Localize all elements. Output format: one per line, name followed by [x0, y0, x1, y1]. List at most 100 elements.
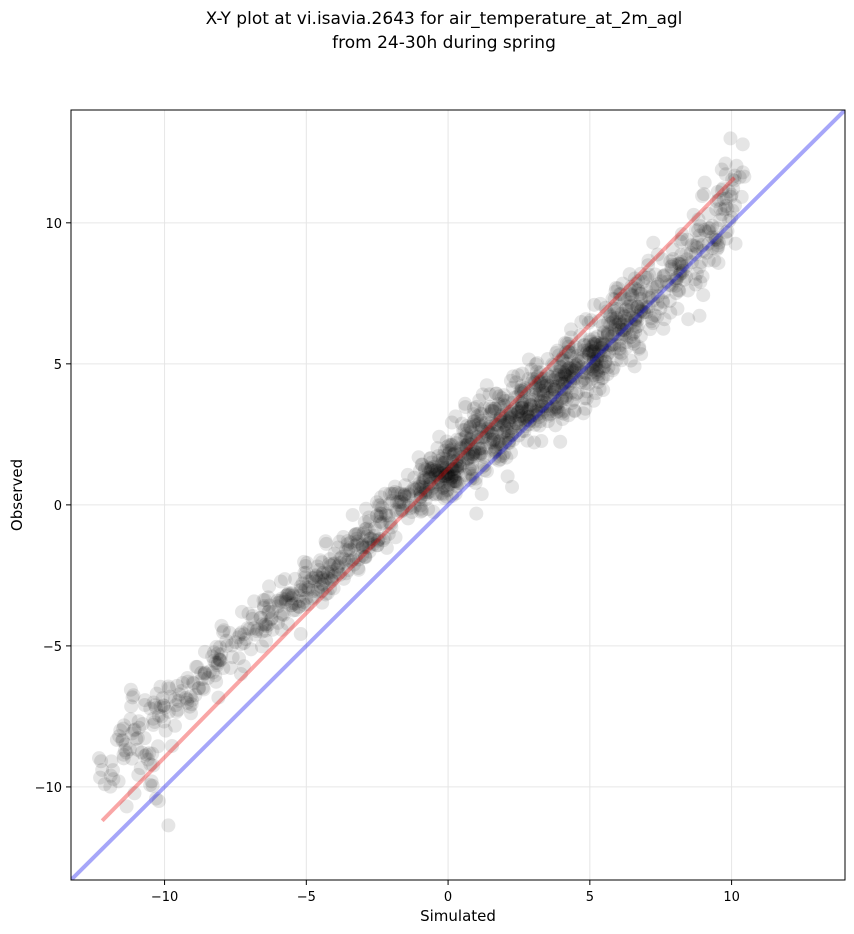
scatter-point [501, 414, 516, 429]
scatter-point [587, 368, 602, 383]
scatter-point [394, 494, 409, 509]
scatter-point [532, 383, 547, 398]
scatter-point [530, 369, 545, 384]
scatter-point [483, 416, 498, 431]
scatter-point [591, 347, 606, 362]
scatter-point [440, 440, 455, 455]
scatter-point [611, 281, 626, 296]
scatter-point [392, 498, 407, 513]
scatter-point [197, 644, 212, 659]
scatter-point [608, 284, 623, 299]
scatter-point [550, 396, 565, 411]
scatter-point [291, 599, 306, 614]
plot-frame [70, 109, 846, 881]
scatter-point [168, 692, 183, 707]
scatter-point [719, 225, 734, 240]
scatter-point [726, 181, 741, 196]
scatter-point [701, 253, 716, 268]
scatter-point [549, 405, 564, 420]
scatter-point [440, 469, 455, 484]
scatter-point [444, 471, 459, 486]
scatter-point [507, 390, 522, 405]
scatter-point [505, 479, 520, 494]
y-tick-label: 0 [54, 499, 62, 514]
scatter-point [559, 392, 574, 407]
scatter-point [596, 325, 611, 340]
scatter-point [545, 388, 560, 403]
scatter-point [572, 342, 587, 357]
scatter-point [722, 213, 737, 228]
scatter-point [262, 604, 277, 619]
scatter-point [533, 386, 548, 401]
scatter-point [463, 430, 478, 445]
scatter-point [351, 526, 366, 541]
scatter-point [714, 162, 729, 177]
scatter-point [532, 410, 547, 425]
scatter-point [477, 463, 492, 478]
scatter-point [459, 439, 474, 454]
scatter-point [531, 388, 546, 403]
scatter-point [427, 463, 442, 478]
scatter-point [600, 326, 615, 341]
scatter-point [603, 307, 618, 322]
scatter-point [316, 565, 331, 580]
scatter-point [672, 257, 687, 272]
scatter-point [486, 426, 501, 441]
scatter-point [543, 390, 558, 405]
scatter-point [238, 632, 253, 647]
scatter-point [240, 621, 255, 636]
scatter-point [370, 538, 385, 553]
scatter-point [474, 430, 489, 445]
scatter-point [447, 474, 462, 489]
scatter-point [282, 588, 297, 603]
scatter-point [459, 442, 474, 457]
scatter-point [464, 431, 479, 446]
scatter-point [515, 401, 530, 416]
scatter-point [464, 425, 479, 440]
scatter-point [439, 451, 454, 466]
scatter-point [560, 380, 575, 395]
scatter-point [355, 548, 370, 563]
scatter-point [485, 403, 500, 418]
scatter-point [545, 385, 560, 400]
scatter-point [605, 311, 620, 326]
scatter-point [579, 391, 594, 406]
scatter-point [404, 505, 419, 520]
scatter-point [463, 419, 478, 434]
scatter-point [465, 470, 480, 485]
scatter-point [549, 379, 564, 394]
scatter-point [147, 715, 162, 730]
scatter-point [126, 688, 141, 703]
scatter-point [557, 367, 572, 382]
scatter-point [215, 625, 230, 640]
scatter-point [487, 401, 502, 416]
scatter-point [554, 352, 569, 367]
scatter-point [664, 259, 679, 274]
scatter-point [563, 369, 578, 384]
scatter-point [115, 732, 130, 747]
scatter-point [156, 698, 171, 713]
scatter-point [487, 401, 502, 416]
scatter-point [284, 591, 299, 606]
scatter-point [216, 623, 231, 638]
scatter-point [343, 535, 358, 550]
scatter-point [674, 226, 689, 241]
scatter-point [197, 667, 212, 682]
scatter-point [320, 564, 335, 579]
scatter-point [617, 322, 632, 337]
scatter-point [645, 316, 660, 331]
scatter-point [474, 446, 489, 461]
scatter-point [699, 245, 714, 260]
scatter-point [495, 415, 510, 430]
scatter-point [317, 573, 332, 588]
scatter-point [667, 258, 682, 273]
scatter-point [698, 224, 713, 239]
scatter-point [597, 326, 612, 341]
scatter-point [529, 403, 544, 418]
scatter-point [515, 396, 530, 411]
scatter-point [245, 611, 260, 626]
scatter-point [112, 729, 127, 744]
scatter-point [471, 429, 486, 444]
scatter-point [670, 301, 685, 316]
scatter-point [420, 460, 435, 475]
